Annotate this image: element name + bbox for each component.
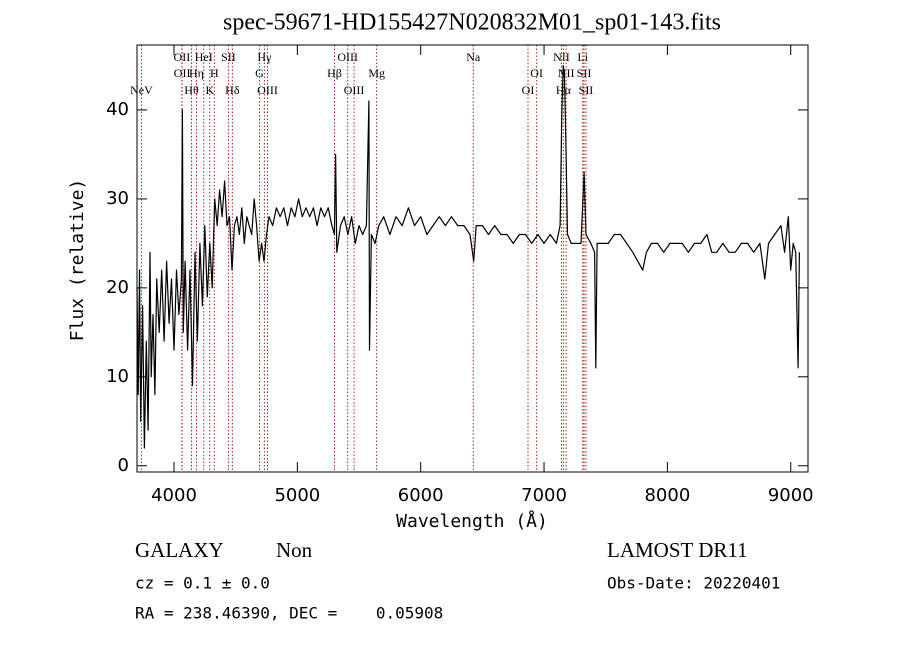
- spectral-line-label: OIII: [337, 50, 358, 64]
- y-tick-label: 30: [106, 188, 129, 209]
- spectral-line-label: OI: [530, 66, 543, 80]
- spectral-line-label: HeI: [195, 50, 213, 64]
- spectral-line-label: Mg: [368, 66, 385, 80]
- spectral-line-label: Na: [466, 50, 481, 64]
- spectral-line-label: Hγ: [257, 50, 272, 64]
- spectral-line-label: OIII: [344, 83, 365, 97]
- spectral-line-label: OIII: [257, 83, 278, 97]
- y-axis-label: Flux (relative): [67, 179, 88, 342]
- spectral-line-label: NeV: [130, 83, 153, 97]
- subclass: Non: [276, 538, 313, 562]
- spectrum: [136, 64, 800, 449]
- spectral-line-label: SII: [579, 83, 594, 97]
- chart-title: spec-59671-HD155427N020832M01_sp01-143.f…: [223, 10, 721, 36]
- spectral-line-label: Hθ: [184, 83, 199, 97]
- spectral-line-label: OI: [522, 83, 535, 97]
- y-tick-label: 40: [106, 99, 129, 120]
- y-tick-label: 20: [106, 277, 129, 298]
- x-tick-label: 4000: [151, 485, 197, 506]
- y-tick-label: 0: [118, 455, 129, 476]
- spectral-line-label: G: [255, 66, 264, 80]
- spectral-line-label: SII: [221, 50, 236, 64]
- spectral-line-label: Li: [577, 50, 588, 64]
- spectral-line-label: NII: [558, 66, 575, 80]
- spectral-line-label: K: [205, 83, 214, 97]
- spectral-line-label: OII: [174, 66, 191, 80]
- spectral-line-label: Hβ: [327, 66, 342, 80]
- redshift: cz = 0.1 ± 0.0: [135, 574, 270, 593]
- x-axis-label: Wavelength (Å): [396, 510, 548, 532]
- x-tick-label: 8000: [644, 485, 690, 506]
- obs-date: Obs-Date: 20220401: [607, 574, 780, 593]
- coordinates: RA = 238.46390, DEC = 0.05908: [135, 604, 443, 623]
- spectral-line-label: Hδ: [225, 83, 240, 97]
- plot-frame: [136, 44, 809, 473]
- spectral-line-label: SII: [577, 66, 592, 80]
- spectral-line-label: NII: [553, 50, 570, 64]
- y-tick-label: 10: [106, 366, 129, 387]
- x-tick-label: 9000: [768, 485, 814, 506]
- x-tick-label: 7000: [521, 485, 567, 506]
- object-class: GALAXY: [135, 538, 224, 562]
- x-tick-label: 5000: [274, 485, 320, 506]
- survey: LAMOST DR11: [607, 538, 748, 562]
- spectral-line-label: H: [210, 66, 219, 80]
- spectral-line-label: Hη: [189, 66, 204, 80]
- x-tick-label: 6000: [398, 485, 444, 506]
- spectral-line-label: Hα: [556, 83, 572, 97]
